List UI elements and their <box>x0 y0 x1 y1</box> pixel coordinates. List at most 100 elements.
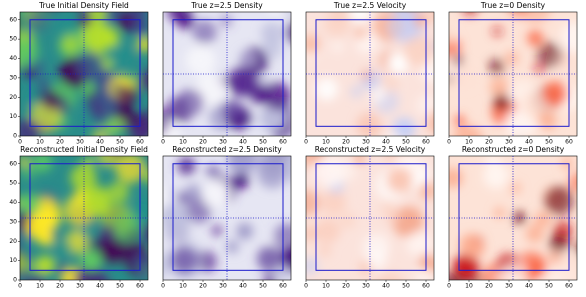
blob <box>520 12 551 24</box>
blob <box>99 224 117 242</box>
blob <box>435 3 447 15</box>
blob <box>377 272 403 280</box>
y-tick-label: 20 <box>9 94 17 101</box>
blob <box>371 90 384 103</box>
blob <box>385 209 400 224</box>
blob <box>274 264 291 280</box>
blob <box>221 98 244 120</box>
blob <box>130 12 148 22</box>
x-tick-label: 30 <box>219 283 227 290</box>
x-tick-label: 50 <box>116 139 124 146</box>
blob <box>107 181 130 204</box>
blob <box>315 218 341 243</box>
x-tick-label: 50 <box>116 283 124 290</box>
blob <box>449 31 457 45</box>
panel: Reconstructed z=2.5 Density 0 10 20 30 40 50 60 <box>161 145 292 290</box>
blob <box>534 211 552 228</box>
blob <box>527 30 543 46</box>
x-tick-label: 40 <box>239 139 247 146</box>
blob <box>306 157 310 170</box>
blob <box>428 12 434 22</box>
blob <box>229 72 254 97</box>
blob <box>32 156 53 173</box>
blob <box>25 275 43 280</box>
region-box <box>29 19 141 127</box>
blob <box>544 186 574 216</box>
blob <box>318 244 332 258</box>
panel-title: True z=2.5 Velocity <box>333 1 407 10</box>
x-tick-label: 20 <box>485 283 493 290</box>
x-tick-label: 40 <box>382 283 390 290</box>
blob <box>32 205 59 232</box>
region-box <box>458 163 570 271</box>
blob <box>335 160 357 182</box>
blob <box>104 120 117 134</box>
blob <box>81 21 112 52</box>
blob <box>426 111 434 134</box>
blob <box>350 86 362 98</box>
y-tick-label: 0 <box>13 133 17 140</box>
x-tick-label: 10 <box>322 139 330 146</box>
blob <box>459 233 484 258</box>
blob <box>115 156 146 184</box>
blob <box>97 156 118 168</box>
blob <box>52 238 74 260</box>
x-tick-label: 30 <box>219 139 227 146</box>
blob <box>537 110 557 130</box>
x-tick-label: 10 <box>465 139 473 146</box>
x-tick-label: 0 <box>447 139 451 146</box>
blob <box>131 118 148 136</box>
blob <box>452 55 464 67</box>
x-tick-label: 10 <box>179 139 187 146</box>
y-tick-label: 50 <box>9 36 17 43</box>
blob <box>35 255 55 275</box>
panel-title: True z=2.5 Density <box>190 1 263 10</box>
blob <box>508 12 528 18</box>
x-tick-label: 10 <box>179 283 187 290</box>
region-box <box>29 163 141 271</box>
x-tick-label: 0 <box>18 283 22 290</box>
heatmap-field <box>449 12 577 136</box>
panel: True z=2.5 Density 0 10 20 30 40 50 60 <box>161 1 292 146</box>
heatmap-field <box>163 12 291 136</box>
blob <box>392 206 424 238</box>
blob <box>262 38 283 59</box>
heatmap <box>163 156 291 280</box>
x-tick-label: 30 <box>76 139 84 146</box>
blob <box>354 156 365 164</box>
x-tick-label: 0 <box>161 283 165 290</box>
blob <box>453 124 483 136</box>
panel-title: Reconstructed Initial Density Field <box>20 145 148 154</box>
blob <box>258 156 288 177</box>
blob <box>236 222 253 240</box>
x-tick-label: 0 <box>18 139 22 146</box>
blob <box>263 274 276 280</box>
x-tick-label: 60 <box>279 139 287 146</box>
heatmap-field <box>306 156 434 280</box>
blob <box>262 82 291 111</box>
y-tick-label: 10 <box>9 113 17 120</box>
panel-title: True z=0 Density <box>480 1 546 10</box>
panel-title: True Initial Density Field <box>38 1 129 10</box>
blob <box>177 157 196 175</box>
blob <box>195 250 217 273</box>
x-tick-label: 40 <box>525 139 533 146</box>
blob <box>20 37 39 67</box>
blob <box>185 45 216 76</box>
heatmap <box>449 12 577 136</box>
x-tick-label: 50 <box>259 283 267 290</box>
blob <box>388 52 409 74</box>
blob <box>171 246 198 274</box>
blob <box>24 67 35 78</box>
x-tick-label: 60 <box>136 139 144 146</box>
y-tick-label: 10 <box>9 257 17 264</box>
region-box <box>172 163 284 271</box>
panel-title: Reconstructed z=2.5 Density <box>172 145 282 154</box>
x-tick-label: 50 <box>402 283 410 290</box>
blob <box>81 185 112 216</box>
blob <box>20 164 37 180</box>
blob <box>542 81 568 107</box>
blob <box>323 12 351 38</box>
blob <box>406 0 419 12</box>
